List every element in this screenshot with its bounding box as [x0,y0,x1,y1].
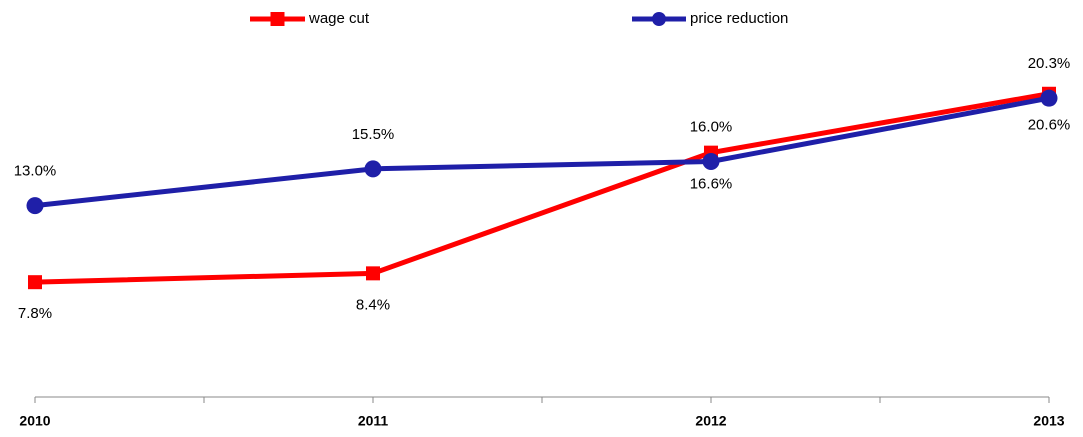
data-label: 16.6% [690,176,733,193]
x-tick-label: 2010 [19,413,50,429]
data-label: 8.4% [356,296,390,313]
marker [1040,89,1058,107]
legend-label: price reduction [690,10,788,27]
legend-marker [652,12,666,26]
marker [28,275,42,290]
series-line [34,91,1050,285]
data-label: 7.8% [18,305,52,322]
marker [364,160,382,178]
data-label: 16.0% [690,118,733,135]
x-tick-label: 2013 [1033,413,1064,429]
marker [366,266,380,281]
data-label: 20.3% [1028,55,1071,72]
marker [702,152,720,170]
x-tick-label: 2011 [358,413,389,429]
marker [26,197,44,215]
x-tick-label: 2012 [695,413,726,429]
data-label: 15.5% [352,126,395,143]
legend-label: wage cut [308,10,370,27]
data-label: 13.0% [14,163,57,180]
data-label: 20.6% [1028,117,1071,134]
legend-marker [270,12,285,26]
series-line [34,95,1050,209]
